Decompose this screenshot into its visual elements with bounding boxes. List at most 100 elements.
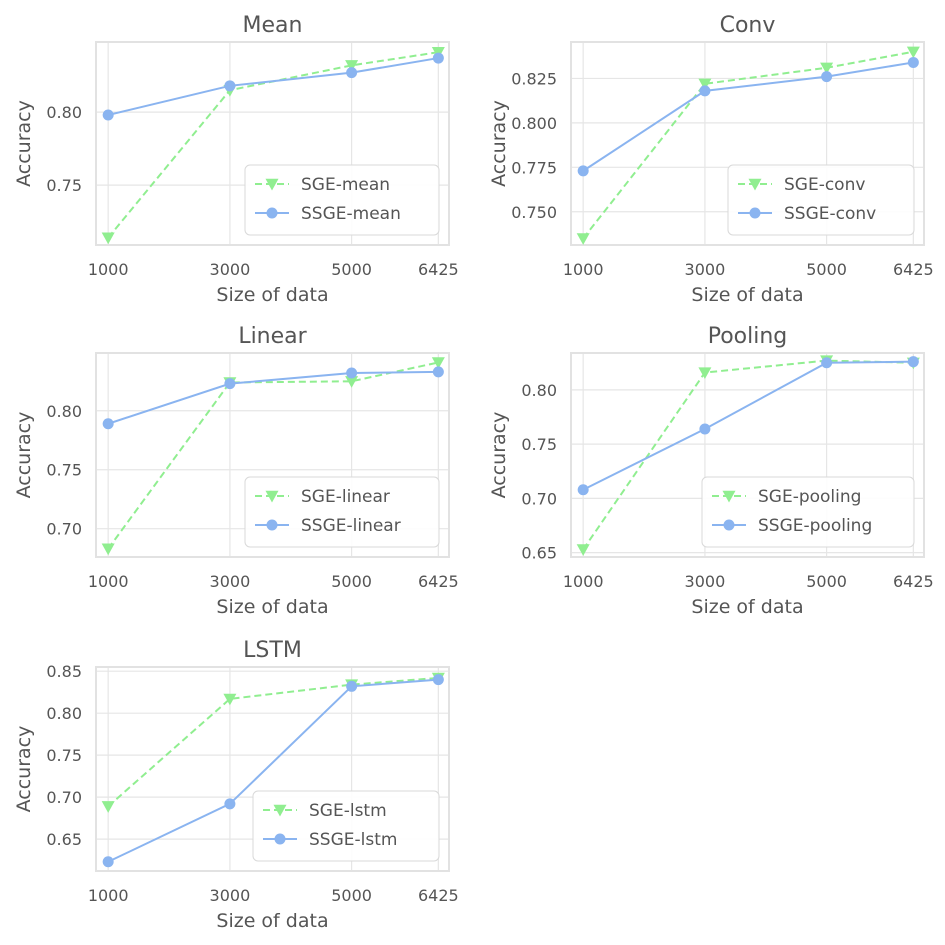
x-tick-label: 6425: [893, 572, 934, 591]
x-tick-label: 1000: [88, 260, 129, 279]
series-line-ssge-mean: [107, 57, 439, 116]
x-axis-label: Size of data: [216, 910, 328, 932]
series-line-ssge-conv: [582, 61, 914, 172]
legend-label: SGE-pooling: [758, 487, 861, 507]
data-point: [101, 232, 115, 245]
chart-title: Pooling: [708, 324, 788, 349]
data-point: [102, 856, 114, 868]
legend-label: SSGE-linear: [301, 516, 401, 536]
series-line-ssge-lstm: [107, 678, 439, 863]
data-point: [907, 56, 919, 68]
chart-panel-mean: 1000 3000 5000 6425 0.75 0.80 Mean Size of data…: [13, 13, 459, 306]
legend: SGE-lstm SSGE-lstm: [252, 790, 440, 862]
x-tick-label: 5000: [331, 886, 372, 905]
legend-label: SSGE-mean: [301, 204, 401, 224]
y-tick-label: 0.750: [511, 203, 557, 222]
y-tick-label: 0.70: [46, 520, 82, 539]
data-point: [698, 78, 712, 91]
y-tick-label: 0.65: [521, 544, 557, 563]
y-tick-label: 0.80: [46, 103, 82, 122]
legend: SGE-linear SSGE-linear: [244, 476, 440, 548]
y-tick-label: 0.85: [46, 662, 82, 681]
data-point: [576, 544, 590, 556]
plot-frame: [570, 352, 925, 558]
data-point: [346, 367, 358, 379]
y-axis-label: Accuracy: [13, 412, 35, 499]
legend-box: [244, 476, 440, 548]
plot-frame: [570, 41, 925, 246]
data-point: [432, 366, 444, 378]
legend-marker: [266, 207, 278, 219]
x-tick-label: 1000: [88, 572, 129, 591]
data-point: [224, 798, 236, 810]
legend-marker: [749, 207, 761, 219]
legend-label: SGE-mean: [301, 175, 390, 195]
series-line-ssge-pooling: [582, 360, 914, 491]
legend-marker: [265, 490, 279, 503]
data-point: [699, 85, 711, 97]
chart-panel-pooling: 1000 3000 5000 6425 0.65 0.70 0.75 0.80 Pooling S…: [488, 324, 934, 618]
x-tick-label: 3000: [210, 572, 251, 591]
y-tick-label: 0.65: [46, 830, 82, 849]
data-point: [346, 67, 358, 79]
legend: SGE-mean SSGE-mean: [244, 164, 440, 236]
legend-label: SSGE-lstm: [309, 830, 397, 850]
y-tick-label: 0.75: [46, 746, 82, 765]
plot-frame: [95, 666, 450, 872]
x-tick-label: 3000: [685, 260, 726, 279]
x-tick-label: 6425: [893, 260, 934, 279]
x-tick-label: 5000: [331, 260, 372, 279]
y-axis-label: Accuracy: [13, 726, 35, 813]
data-point: [345, 60, 359, 72]
y-axis-label: Accuracy: [488, 100, 510, 187]
x-tick-label: 3000: [685, 572, 726, 591]
data-point: [576, 233, 590, 245]
x-tick-label: 5000: [331, 572, 372, 591]
chart-title: Mean: [243, 13, 303, 38]
x-tick-label: 1000: [88, 886, 129, 905]
legend-label: SSGE-pooling: [758, 516, 872, 536]
data-point: [821, 71, 833, 83]
x-tick-label: 1000: [563, 572, 604, 591]
x-tick-label: 6425: [418, 886, 459, 905]
data-point: [102, 418, 114, 430]
series-line-sge-linear: [107, 361, 439, 550]
y-tick-label: 0.825: [511, 69, 557, 88]
data-point: [698, 367, 712, 380]
y-tick-label: 0.70: [46, 788, 82, 807]
data-point: [346, 680, 358, 692]
legend-marker: [748, 178, 762, 191]
chart-title: LSTM: [243, 638, 302, 663]
chart-title: Linear: [238, 324, 307, 349]
x-axis-label: Size of data: [691, 596, 803, 618]
data-point: [224, 80, 236, 92]
data-point: [699, 423, 711, 435]
x-tick-label: 5000: [806, 572, 847, 591]
x-tick-label: 6425: [418, 572, 459, 591]
x-tick-label: 3000: [210, 886, 251, 905]
chart-panel-linear: 1000 3000 5000 6425 0.70 0.75 0.80 Linear Size o…: [13, 324, 459, 618]
legend-label: SGE-conv: [784, 175, 865, 195]
data-point: [345, 376, 359, 388]
data-point: [577, 484, 589, 496]
data-point: [102, 109, 114, 121]
legend: SGE-conv SSGE-conv: [727, 164, 915, 236]
y-tick-label: 0.775: [511, 158, 557, 177]
legend-box: [727, 164, 915, 236]
data-point: [224, 378, 236, 390]
y-axis-label: Accuracy: [488, 412, 510, 499]
data-point: [101, 801, 115, 813]
x-axis-label: Size of data: [691, 284, 803, 306]
legend-label: SSGE-conv: [784, 204, 876, 224]
y-tick-label: 0.80: [46, 402, 82, 421]
legend-box: [252, 790, 440, 862]
chart-title: Conv: [720, 13, 776, 38]
x-tick-label: 6425: [418, 260, 459, 279]
chart-panel-conv: 1000 3000 5000 6425 0.750 0.775 0.800 0.825 Conv…: [488, 13, 934, 306]
y-tick-label: 0.80: [46, 704, 82, 723]
y-tick-label: 0.80: [521, 381, 557, 400]
y-tick-label: 0.75: [46, 461, 82, 480]
data-point: [820, 62, 834, 75]
legend-label: SGE-lstm: [309, 801, 387, 821]
x-tick-label: 5000: [806, 260, 847, 279]
